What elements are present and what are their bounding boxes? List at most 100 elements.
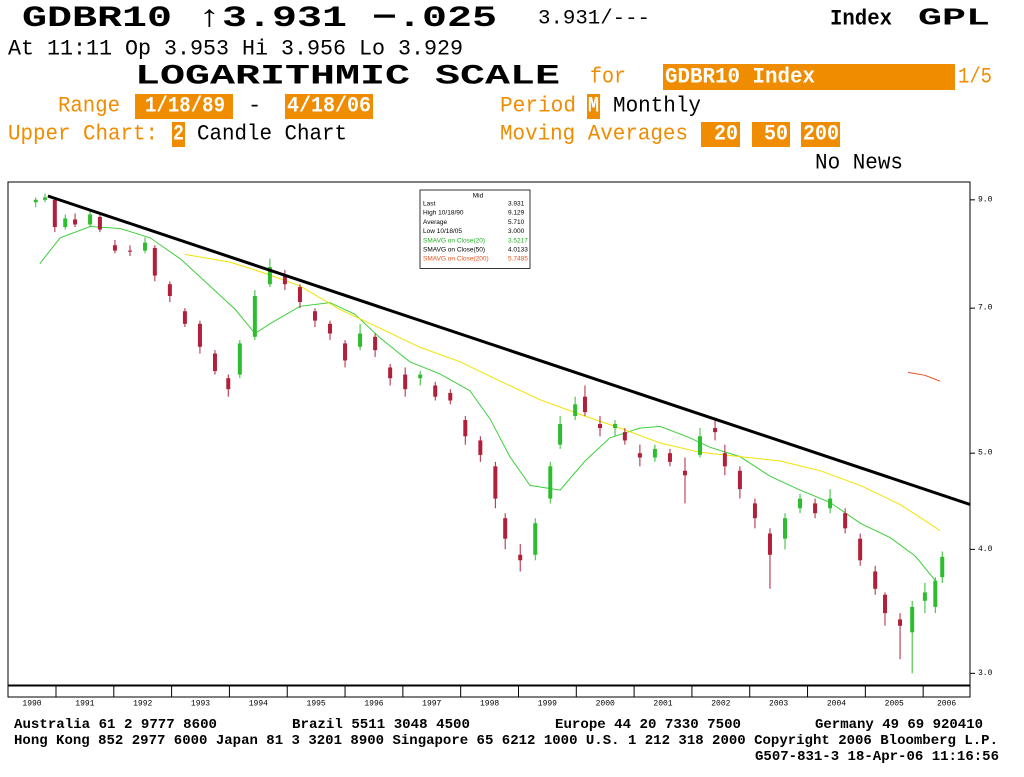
candle-body bbox=[933, 580, 938, 607]
index-label: Index bbox=[830, 7, 892, 32]
x-tick-label: 1996 bbox=[364, 700, 383, 709]
period-label: Period bbox=[500, 94, 576, 119]
candle-body bbox=[127, 250, 132, 252]
candle-body bbox=[252, 296, 257, 337]
x-tick-label: 1993 bbox=[191, 700, 210, 709]
candle-body bbox=[667, 453, 672, 462]
candle-body bbox=[267, 267, 272, 285]
candle-body bbox=[622, 432, 627, 441]
ma-period[interactable]: 50 bbox=[764, 122, 788, 147]
stats-value: 9.129 bbox=[508, 210, 525, 217]
period: Monthly bbox=[613, 94, 701, 119]
x-tick-label: 2006 bbox=[937, 700, 956, 709]
ma-box[interactable] bbox=[801, 122, 840, 147]
candle-body bbox=[883, 594, 888, 614]
stats-label: Average bbox=[423, 219, 447, 226]
x-tick-label: 1995 bbox=[307, 700, 326, 709]
candle-body bbox=[43, 197, 47, 200]
period-code-box[interactable] bbox=[587, 94, 600, 119]
range-separator: - bbox=[248, 94, 261, 119]
legend-label: SMAVG on Close(20) bbox=[423, 237, 485, 244]
candle-body bbox=[418, 374, 423, 379]
candle-body bbox=[167, 284, 172, 297]
range-end[interactable]: 4/18/06 bbox=[287, 94, 371, 119]
contact: Germany 49 69 920410 bbox=[815, 717, 983, 733]
moving-average-line bbox=[184, 253, 941, 531]
x-tick-label: 1994 bbox=[249, 700, 268, 709]
contact: Brazil 5511 3048 4500 bbox=[292, 717, 470, 733]
candle-body bbox=[698, 436, 703, 455]
x-tick-label: 1998 bbox=[480, 700, 499, 709]
legend-label: SMAVG on Close(50) bbox=[423, 247, 485, 254]
candle-body bbox=[52, 199, 57, 228]
candle-body bbox=[518, 554, 523, 561]
candle-body bbox=[873, 571, 878, 589]
x-tick-label: 2005 bbox=[885, 700, 904, 709]
moving-average-line bbox=[39, 225, 936, 581]
x-tick-label: 2002 bbox=[711, 700, 730, 709]
candle-body bbox=[493, 466, 498, 499]
scale-title: LOGARITHMIC SCALE bbox=[135, 62, 560, 93]
stats-value: 5.710 bbox=[508, 219, 525, 226]
candle-body bbox=[182, 311, 187, 324]
candle-body bbox=[767, 533, 772, 555]
legend-value: 4.0133 bbox=[508, 247, 528, 254]
candle-body bbox=[858, 538, 863, 561]
candle-body bbox=[63, 218, 68, 228]
candle-body bbox=[297, 287, 302, 303]
candle-body bbox=[652, 448, 657, 458]
candle-body bbox=[573, 404, 578, 417]
candle-body bbox=[940, 556, 945, 578]
ma-box[interactable] bbox=[752, 122, 790, 147]
candle-body bbox=[613, 424, 618, 429]
range-label: Range bbox=[58, 94, 120, 119]
candle-body bbox=[226, 378, 231, 390]
candle-body bbox=[282, 275, 287, 285]
y-tick-label: 5.0 bbox=[978, 449, 993, 458]
range-end-box[interactable] bbox=[285, 94, 373, 119]
candle-body bbox=[358, 333, 363, 347]
period-code[interactable]: M bbox=[588, 94, 599, 119]
candle-body bbox=[478, 440, 483, 455]
x-tick-label: 1997 bbox=[422, 700, 441, 709]
candle-body bbox=[197, 323, 202, 347]
stats-title: Mid bbox=[473, 193, 484, 200]
candle-body bbox=[783, 518, 787, 539]
contact: Europe 44 20 7330 7500 bbox=[555, 717, 741, 733]
stats-value: 3.931 bbox=[508, 201, 525, 208]
candle-body bbox=[152, 247, 157, 276]
upper-chart-code[interactable]: 2 bbox=[173, 122, 184, 147]
x-tick-label: 1999 bbox=[538, 700, 557, 709]
legend-label: SMAVG on Close(200) bbox=[423, 256, 489, 263]
ma-period[interactable]: 20 bbox=[714, 122, 738, 147]
candle-body bbox=[637, 453, 642, 458]
range-start[interactable]: 1/18/89 bbox=[145, 94, 225, 119]
security-field[interactable]: GDBR10 Index bbox=[665, 65, 815, 90]
ma-period[interactable]: 200 bbox=[803, 122, 839, 147]
year-strip bbox=[7, 685, 971, 698]
candle-body bbox=[463, 420, 468, 437]
candle-body bbox=[558, 424, 563, 445]
for-label: for bbox=[590, 65, 626, 90]
candle-body bbox=[548, 466, 553, 499]
candle-body bbox=[798, 498, 803, 509]
range-start-box[interactable] bbox=[135, 94, 233, 119]
x-tick-label: 2000 bbox=[596, 700, 615, 709]
candle-body bbox=[713, 428, 718, 433]
candle-body bbox=[212, 353, 217, 372]
plot-frame bbox=[7, 181, 971, 686]
upper-chart-code-box[interactable] bbox=[172, 122, 185, 147]
y-tick-label: 4.0 bbox=[978, 545, 993, 554]
security-field-box[interactable] bbox=[663, 64, 955, 90]
ma-label: Moving Averages bbox=[500, 122, 688, 147]
candle-body bbox=[403, 374, 408, 390]
contact: Australia 61 2 9777 8600 bbox=[14, 717, 217, 733]
candle-body bbox=[922, 592, 927, 601]
x-tick-label: 1992 bbox=[133, 700, 152, 709]
moving-average-line bbox=[908, 371, 941, 382]
ma-box[interactable] bbox=[701, 122, 740, 147]
candle-body bbox=[503, 518, 508, 539]
candle-body bbox=[582, 396, 587, 413]
